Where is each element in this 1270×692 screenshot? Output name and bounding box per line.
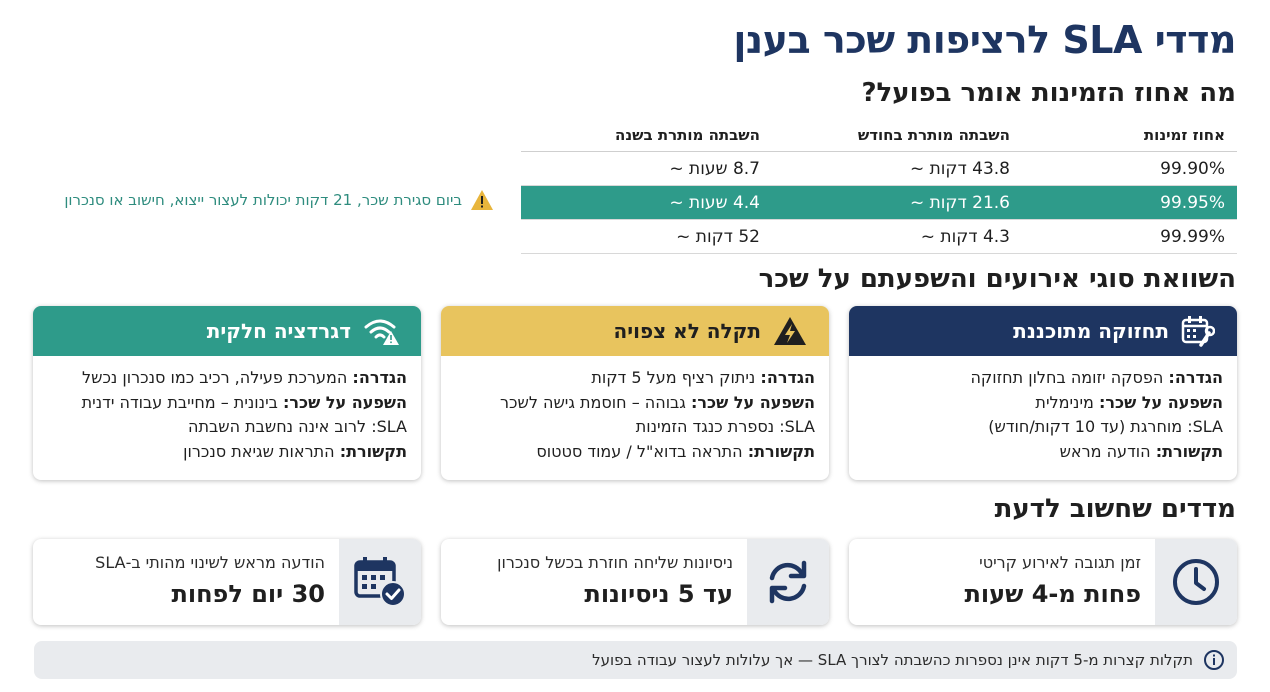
footer-note: תקלות קצרות מ-5 דקות אינן נספרות כהשבתה …: [34, 641, 1237, 679]
payroll-close-note-text: ביום סגירת שכר, 21 דקות יכולות לעצור ייצ…: [64, 191, 462, 209]
column-header-monthly: השבתה מותרת בחודש: [857, 125, 1010, 144]
metric-critical-response: זמן תגובה לאירוע קריטי פחות מ-4 שעות: [849, 539, 1237, 625]
table-row: 99.99% 4.3 דקות ~ 52 דקות ~: [521, 220, 1237, 254]
availability-cell: 99.95%: [1160, 192, 1225, 213]
impact-text: גבוהה – חוסמת גישה לשכר: [499, 392, 686, 412]
definition-label: הגדרה:: [352, 368, 407, 387]
payroll-close-note: ביום סגירת שכר, 21 דקות יכולות לעצור ייצ…: [64, 189, 494, 211]
card-title: תקלה לא צפויה: [613, 319, 761, 343]
card-body: הגדרה: ניתוק רציף מעל 5 דקות השפעה על שכ…: [441, 356, 829, 464]
metric-icon-box: [747, 539, 829, 625]
comparison-heading: השוואת סוגי אירועים והשפעתם על שכר: [758, 264, 1236, 294]
refresh-icon: [769, 560, 807, 604]
metric-value: פחות מ-4 שעות: [964, 580, 1141, 608]
page-subtitle: מה אחוז הזמינות אומר בפועל?: [861, 78, 1236, 108]
sla-text: SLA: לרוב אינה נחשבת השבתה: [188, 417, 407, 436]
yearly-downtime-cell: 8.7 שעות ~: [669, 158, 760, 179]
card-title: דגרדציה חלקית: [206, 319, 351, 343]
definition-label: הגדרה:: [760, 368, 815, 387]
communication-label: תקשורת:: [747, 441, 815, 461]
impact-text: בינונית – מחייבת עבודה ידנית: [81, 392, 278, 412]
metric-icon-box: [1155, 539, 1237, 625]
definition-label: הגדרה:: [1168, 368, 1223, 387]
wifi-warning-icon: [364, 319, 399, 345]
card-body: הגדרה: הפסקה יזומה בחלון תחזוקה השפעה על…: [849, 356, 1237, 464]
yearly-downtime-cell: 4.4 שעות ~: [669, 192, 760, 213]
yearly-downtime-cell: 52 דקות ~: [676, 226, 760, 247]
column-header-availability: אחוז זמינות: [1143, 125, 1225, 144]
footer-text: תקלות קצרות מ-5 דקות אינן נספרות כהשבתה …: [592, 651, 1193, 669]
communication-text: התראות שגיאת סנכרון: [183, 441, 335, 461]
lightning-warning-icon: [774, 317, 806, 345]
table-row: 99.90% 43.8 דקות ~ 8.7 שעות ~: [521, 152, 1237, 186]
card-body: הגדרה: המערכת פעילה, רכיב כמו סנכרון נכש…: [33, 356, 421, 464]
monthly-downtime-cell: 21.6 דקות ~: [909, 192, 1010, 213]
card-partial-degradation: דגרדציה חלקית הגדרה: המערכת פעילה, רכיב …: [33, 306, 421, 480]
communication-text: הודעה מראש: [1059, 441, 1151, 461]
metric-value: 30 יום לפחות: [171, 580, 325, 608]
sla-text: SLA: נספרת כנגד הזמינות: [635, 417, 815, 436]
card-unexpected-outage: תקלה לא צפויה הגדרה: ניתוק רציף מעל 5 דק…: [441, 306, 829, 480]
impact-text: מינימלית: [1035, 392, 1094, 412]
clock-icon: [1173, 559, 1219, 605]
communication-text: התראה בדוא"ל / עמוד סטטוס: [536, 441, 743, 461]
availability-cell: 99.99%: [1160, 226, 1225, 247]
monthly-downtime-cell: 4.3 דקות ~: [920, 226, 1010, 247]
card-title: תחזוקה מתוכננת: [1013, 319, 1169, 343]
definition-text: הפסקה יזומה בחלון תחזוקה: [970, 368, 1164, 387]
metric-sync-retries: ניסיונות שליחה חוזרת בכשל סנכרון עד 5 ני…: [441, 539, 829, 625]
metric-sla-notice: הודעה מראש לשינוי מהותי ב-SLA 30 יום לפח…: [33, 539, 421, 625]
definition-text: המערכת פעילה, רכיב כמו סנכרון נכשל: [82, 368, 348, 387]
impact-label: השפעה על שכר:: [691, 392, 815, 412]
impact-label: השפעה על שכר:: [1099, 392, 1223, 412]
availability-cell: 99.90%: [1160, 158, 1225, 179]
sla-text: SLA: מוחרגת (עד 10 דקות/חודש): [988, 417, 1223, 436]
metric-label: ניסיונות שליחה חוזרת בכשל סנכרון: [497, 553, 733, 572]
calendar-wrench-icon: [1181, 316, 1215, 347]
metrics-heading: מדדים שחשוב לדעת: [994, 494, 1236, 524]
metric-label: הודעה מראש לשינוי מהותי ב-SLA: [95, 553, 325, 572]
calendar-check-icon: [354, 557, 406, 607]
card-header: תחזוקה מתוכננת: [849, 306, 1237, 356]
availability-table: אחוז זמינות השבתה מותרת בחודש השבתה מותר…: [521, 118, 1237, 254]
page-title: מדדי SLA לרציפות שכר בענן: [733, 18, 1236, 62]
card-header: דגרדציה חלקית: [33, 306, 421, 356]
metric-icon-box: [339, 539, 421, 625]
definition-text: ניתוק רציף מעל 5 דקות: [591, 368, 756, 387]
column-header-yearly: השבתה מותרת בשנה: [615, 125, 760, 144]
communication-label: תקשורת:: [339, 441, 407, 461]
impact-label: השפעה על שכר:: [283, 392, 407, 412]
warning-icon: [471, 190, 493, 210]
table-row-highlighted: 99.95% 21.6 דקות ~ 4.4 שעות ~: [521, 186, 1237, 220]
metric-value: עד 5 ניסיונות: [584, 580, 733, 608]
info-icon: [1204, 650, 1224, 670]
metric-label: זמן תגובה לאירוע קריטי: [979, 553, 1141, 572]
monthly-downtime-cell: 43.8 דקות ~: [909, 158, 1010, 179]
table-header-row: אחוז זמינות השבתה מותרת בחודש השבתה מותר…: [521, 118, 1237, 152]
card-header: תקלה לא צפויה: [441, 306, 829, 356]
communication-label: תקשורת:: [1155, 441, 1223, 461]
card-planned-maintenance: תחזוקה מתוכננת הגדרה: הפסקה יזומה בחלון …: [849, 306, 1237, 480]
